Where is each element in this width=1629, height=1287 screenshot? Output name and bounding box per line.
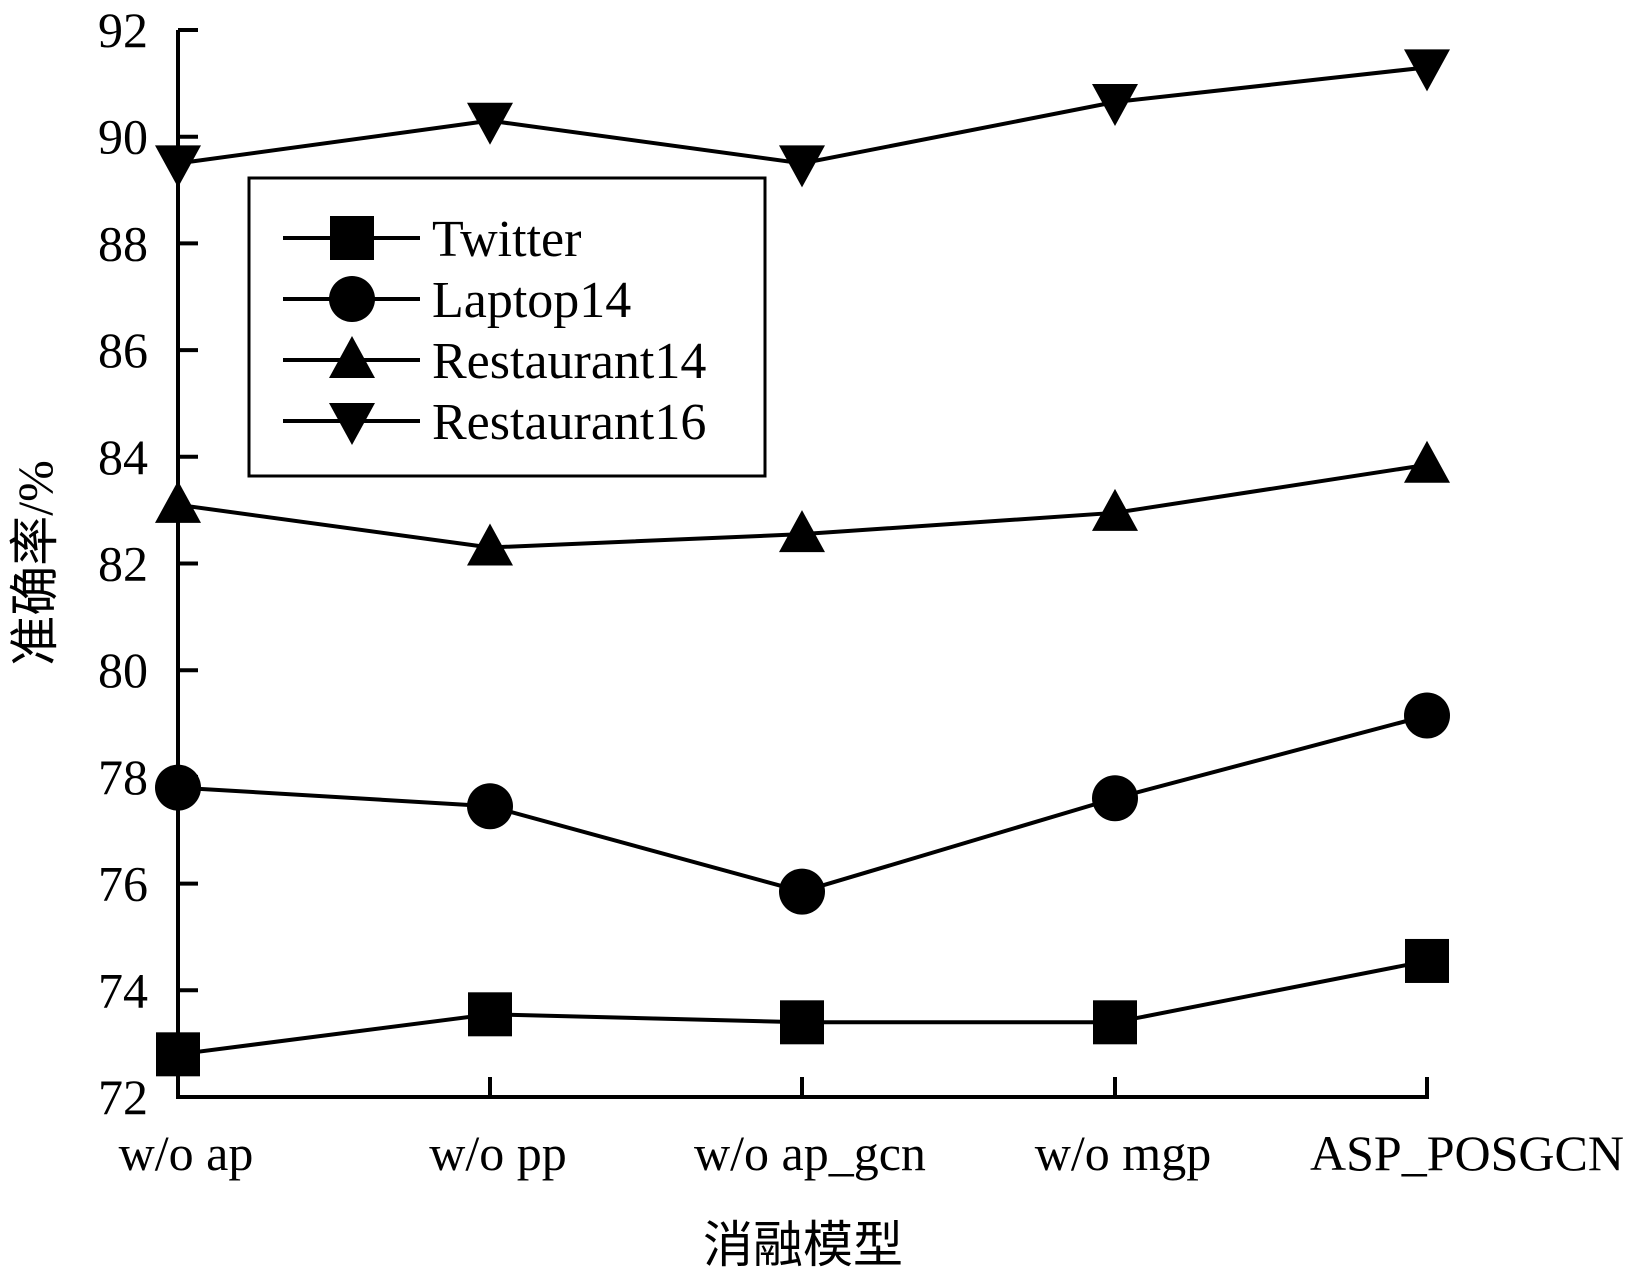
series-layer bbox=[155, 49, 1450, 1077]
legend-label: Restaurant14 bbox=[432, 333, 706, 390]
data-point bbox=[1092, 488, 1138, 531]
x-tick-label: w/o mgp bbox=[1035, 1125, 1211, 1181]
data-point bbox=[1092, 775, 1138, 822]
data-point bbox=[156, 1032, 200, 1077]
x-tick-label: ASP_POSGCN bbox=[1310, 1125, 1624, 1181]
series-line bbox=[177, 713, 1428, 894]
data-point bbox=[468, 992, 512, 1037]
data-point bbox=[779, 510, 825, 553]
legend-marker bbox=[329, 336, 375, 378]
legend-item: Restaurant14 bbox=[283, 333, 706, 390]
data-point bbox=[467, 102, 513, 145]
y-tick-label: 86 bbox=[98, 322, 148, 378]
legend-item: Restaurant16 bbox=[283, 394, 706, 451]
data-point bbox=[467, 523, 513, 566]
x-ticks: w/o ap w/o pp w/o ap_gcn w/o mgp ASP_POSGCN bbox=[119, 1077, 1624, 1181]
y-axis-title: 准确率/% bbox=[7, 460, 63, 666]
y-tick-label: 74 bbox=[98, 962, 148, 1018]
data-point bbox=[155, 145, 201, 188]
legend-marker bbox=[329, 403, 375, 445]
legend-item: Laptop14 bbox=[283, 272, 631, 329]
data-point bbox=[1093, 1000, 1137, 1045]
y-tick-label: 76 bbox=[98, 856, 148, 912]
data-point bbox=[155, 480, 201, 523]
y-tick-label: 82 bbox=[98, 536, 148, 592]
x-axis-title: 消融模型 bbox=[703, 1217, 903, 1273]
x-tick-label: w/o ap_gcn bbox=[694, 1125, 926, 1181]
data-point bbox=[155, 764, 201, 811]
data-point bbox=[779, 868, 825, 915]
x-tick-label: w/o ap bbox=[119, 1125, 254, 1181]
data-point bbox=[780, 1000, 824, 1045]
legend-marker bbox=[330, 216, 374, 260]
x-tick-label: w/o pp bbox=[429, 1125, 567, 1181]
data-point bbox=[1092, 84, 1138, 127]
y-tick-label: 84 bbox=[98, 429, 148, 485]
y-tick-label: 78 bbox=[98, 749, 148, 805]
y-tick-label: 88 bbox=[98, 215, 148, 271]
data-point bbox=[779, 145, 825, 188]
legend-item: Twitter bbox=[283, 211, 581, 268]
series-restaurant16 bbox=[155, 49, 1450, 188]
legend-marker bbox=[329, 276, 375, 322]
series-twitter bbox=[156, 938, 1449, 1077]
data-point bbox=[1404, 49, 1450, 92]
legend-label: Twitter bbox=[432, 211, 581, 268]
y-ticks: 72 74 76 78 80 82 84 86 88 90 92 bbox=[98, 2, 198, 1125]
legend-label: Restaurant16 bbox=[432, 394, 706, 451]
legend-label: Laptop14 bbox=[432, 272, 631, 329]
y-tick-label: 90 bbox=[98, 109, 148, 165]
data-point bbox=[1404, 440, 1450, 483]
series-laptop14 bbox=[155, 692, 1450, 915]
data-point bbox=[1405, 938, 1449, 983]
data-point bbox=[1404, 692, 1450, 739]
series-restaurant14 bbox=[155, 440, 1450, 566]
y-tick-label: 80 bbox=[98, 642, 148, 698]
data-point bbox=[467, 783, 513, 830]
y-tick-label: 72 bbox=[98, 1069, 148, 1125]
y-tick-label: 92 bbox=[98, 2, 148, 58]
